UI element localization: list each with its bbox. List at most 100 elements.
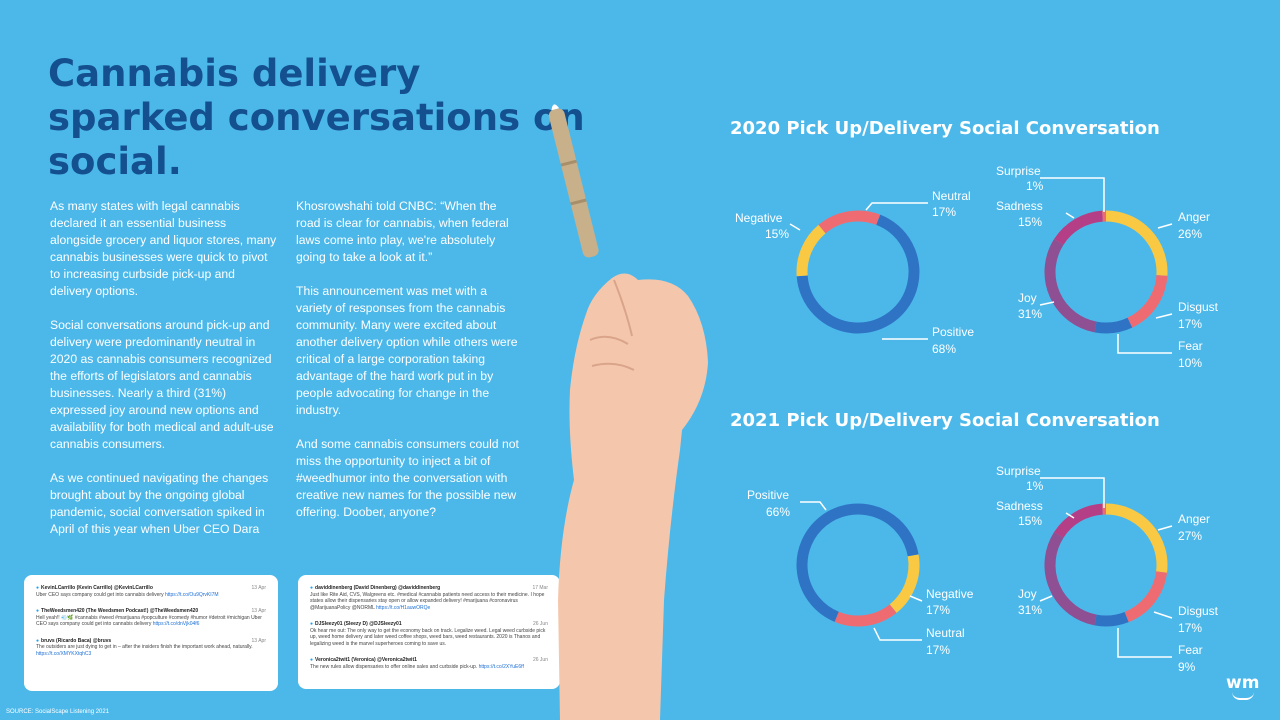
tweet-handle: Veronica2twit1 (Veronica) @Veronica2twit… [315, 657, 417, 663]
chart-title-2021: 2021 Pick Up/Delivery Social Conversatio… [730, 410, 1160, 431]
tweet-body: Uber CEO says company could get into can… [36, 591, 164, 598]
leader-line [909, 595, 923, 602]
tweet-body: The outsiders are just dying to get in –… [36, 644, 253, 650]
source-note: SOURCE: SocialScape Listening 2021 [6, 709, 110, 715]
paragraph: And some cannabis consumers could not mi… [296, 437, 519, 519]
tweet-card-left: ● KevinLCarrillo (Kevin Carrillo) @KevinL… [24, 575, 278, 691]
slice-value-label: 10% [1178, 356, 1202, 370]
tweet-link[interactable]: https://t.co/2XYuE6ff [478, 663, 524, 670]
twitter-bird-icon: ● [310, 585, 314, 591]
leader-line [1155, 313, 1173, 319]
donut-slice-negative [889, 554, 920, 613]
headline: Cannabis delivery sparked conversations … [48, 52, 585, 183]
slice-label: Fear [1178, 339, 1203, 353]
leader-line [1040, 177, 1105, 212]
tweet: ● KevinLCarrillo (Kevin Carrillo) @KevinL… [36, 585, 266, 598]
slice-label: Positive [747, 488, 789, 502]
body-column-1: As many states with legal cannabis decla… [50, 198, 278, 555]
leader-line [1117, 628, 1172, 658]
tweet-handle: TheWeedsmen420 (The Weedsmen Podcast!) @… [41, 608, 199, 614]
slice-label: Surprise [996, 164, 1041, 178]
tweet-date: 13 Apr [251, 585, 266, 591]
tweet: ● DJSleezy01 (Sleezy D) @DJSleezy01 26 Ju… [310, 621, 548, 647]
leader-line [1065, 512, 1075, 519]
slice-value-label: 66% [766, 505, 790, 519]
slice-label: Disgust [1178, 300, 1219, 314]
paragraph: This announcement was met with a variety… [296, 284, 518, 417]
body-column-2: Khosrowshahi told CNBC: “When the road i… [296, 198, 524, 538]
tweet-body: Ok hear me out: The only way to get the … [310, 627, 546, 647]
joint-icon [548, 108, 599, 258]
leader-line [1065, 212, 1075, 219]
donut-slice-sadness [1054, 503, 1104, 539]
leader-line [1157, 525, 1173, 531]
donut-slice-fear [1094, 317, 1133, 334]
slice-value-label: 31% [1018, 307, 1042, 321]
slice-value-label: 31% [1018, 603, 1042, 617]
slice-label: Negative [926, 587, 974, 601]
donut-slice-positive [796, 503, 919, 622]
tweet-link[interactable]: https://t.co/Ou9QrvKI7M [164, 591, 219, 598]
tweet-handle: DJSleezy01 (Sleezy D) @DJSleezy01 [315, 621, 402, 627]
donut-slice-anger [1105, 210, 1168, 276]
paragraph: Social conversations around pick-up and … [50, 318, 274, 451]
slice-label: Sadness [996, 499, 1043, 513]
slice-label: Neutral [926, 626, 965, 640]
tweet-date: 26 Jun [532, 657, 548, 663]
tweet-body: Just like Rite Aid, CVS, Walgreens etc. … [310, 591, 545, 611]
tweet-date: 13 Apr [251, 608, 266, 614]
donut-slice-disgust [1124, 571, 1168, 623]
tweet-handle: KevinLCarrillo (Kevin Carrillo) @KevinLC… [41, 585, 153, 591]
twitter-bird-icon: ● [310, 621, 314, 627]
slice-label: Anger [1178, 512, 1210, 526]
slice-value-label: 15% [1018, 215, 1042, 229]
tweet: ● TheWeedsmen420 (The Weedsmen Podcast!) … [36, 608, 266, 628]
donut-slice-anger [1105, 503, 1168, 573]
twitter-bird-icon: ● [310, 657, 314, 663]
leader-line [800, 501, 827, 511]
logo-smile-icon [1232, 692, 1254, 700]
donut-slice-positive [796, 214, 920, 334]
tweet-body: Hell yeah!! 💨🌿 #cannabis #weed #marijuan… [36, 614, 262, 628]
tweet-link[interactable]: https://t.co/XMYKXtqhC3 [36, 650, 92, 657]
slice-value-label: 1% [1026, 179, 1044, 193]
slice-label: Sadness [996, 199, 1043, 213]
leader-line [873, 627, 922, 641]
chart-title-2020: 2020 Pick Up/Delivery Social Conversatio… [730, 118, 1160, 139]
tweet: ● bruvs (Ricardo Baca) @bruvs 13 Apr The … [36, 638, 266, 658]
tweet-handle: daviddinenberg (David Dinenberg) @davidd… [315, 585, 441, 591]
leader-line [1153, 611, 1173, 619]
donut-slice-disgust [1127, 274, 1168, 328]
slice-value-label: 15% [765, 227, 789, 241]
logo: wm [1226, 673, 1260, 693]
leader-line [1157, 223, 1173, 229]
slice-label: Negative [735, 211, 783, 225]
tweet-link[interactable]: https://t.co/H1auwORQe [376, 604, 431, 611]
donut-chart-2: Negative 17% Neutral 17% Positive 66% [747, 488, 974, 657]
slice-value-label: 15% [1018, 514, 1042, 528]
leader-line [1039, 301, 1055, 306]
twitter-bird-icon: ● [36, 637, 40, 644]
tweet-date: 13 Apr [251, 637, 266, 644]
tweet-handle: bruvs (Ricardo Baca) @bruvs [41, 637, 112, 644]
leader-line [789, 223, 801, 231]
slice-value-label: 17% [1178, 621, 1202, 635]
leader-line [1117, 334, 1172, 354]
donut-slice-fear [1094, 611, 1129, 627]
slice-value-label: 68% [932, 342, 956, 356]
donut-slice-neutral [818, 210, 881, 234]
donut-slice-joy [1044, 532, 1097, 626]
slice-label: Joy [1018, 291, 1037, 305]
paragraph: As many states with legal cannabis decla… [50, 199, 277, 298]
hand-holding-joint-illustration [548, 104, 708, 720]
donut-slice-joy [1044, 239, 1097, 333]
slice-label: Joy [1018, 587, 1037, 601]
slice-value-label: 17% [926, 643, 950, 657]
slice-label: Fear [1178, 643, 1203, 657]
slice-value-label: 9% [1178, 660, 1196, 674]
slice-label: Anger [1178, 210, 1210, 224]
tweet-body: The new rules allow dispensaries to offe… [310, 663, 478, 670]
slice-value-label: 26% [1178, 227, 1202, 241]
tweet-link[interactable]: https://t.co/dnVjk04f6 [152, 621, 200, 627]
